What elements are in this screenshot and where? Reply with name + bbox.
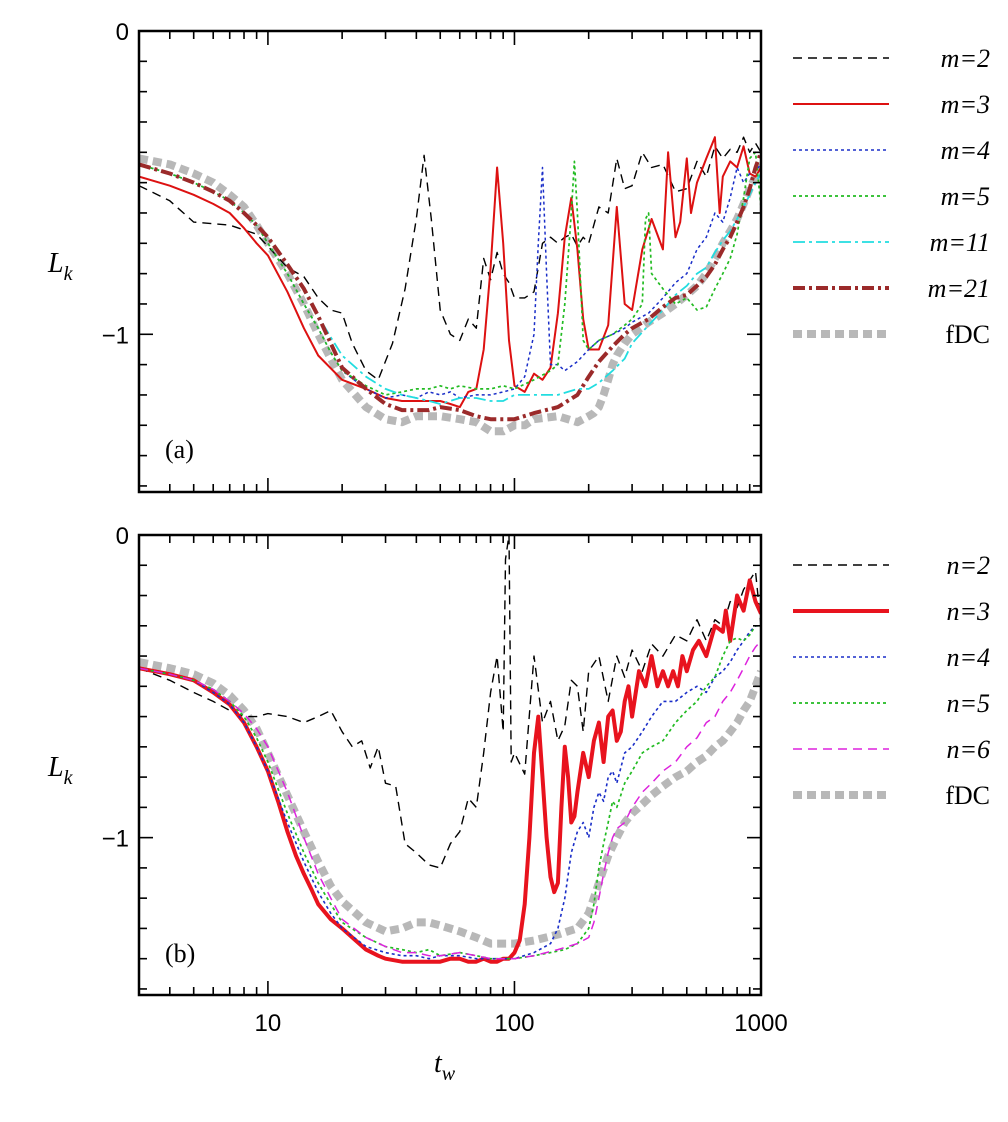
panel-a-series-m21 xyxy=(139,151,761,422)
panel-b-xtick-label: 10 xyxy=(255,1010,282,1037)
panel-a-series-m5 xyxy=(139,151,761,396)
panel-b-series-n2 xyxy=(139,535,761,869)
panel-b-xtick-label: 100 xyxy=(494,1010,534,1037)
panel-b-xtick-label: 1000 xyxy=(734,1010,787,1037)
legend-label-a-m3: m=3 xyxy=(941,90,990,119)
panel-b-series-n3 xyxy=(139,578,761,964)
panel-b-series-n5 xyxy=(139,624,761,960)
panel-a-ticks: 0 −1 xyxy=(102,19,762,492)
panel-a-series-fDC xyxy=(139,154,761,436)
panel-b-series-n6 xyxy=(139,640,761,960)
legend-label-b-n6: n=6 xyxy=(946,735,990,764)
panel-a-ylabel: Lk xyxy=(47,248,74,285)
panel-a-frame xyxy=(137,29,763,494)
panel-a-ytick-label: −1 xyxy=(102,322,129,349)
panel-b-ylabel-base: L xyxy=(47,752,64,783)
panel-b-ytick-label: −1 xyxy=(102,826,129,853)
panel-b-series-n4 xyxy=(139,624,761,960)
panel-a-series-m4 xyxy=(139,163,761,399)
x-axis-label: tw xyxy=(434,1048,456,1085)
panel-b: 0 −1 10 100 1000 Lk (b) n=2 n=3 n=4 n=5 n=6 fDC t… xyxy=(47,523,990,1085)
legend-label-b-n5: n=5 xyxy=(946,689,990,718)
legend-label-a-m4: m=4 xyxy=(941,136,990,165)
legend-label-b-fDC: fDC xyxy=(945,781,990,810)
panel-a-ylabel-base: L xyxy=(47,248,64,279)
panel-a: 0 −1 Lk (a) m=2 m=3 m=4 m=5 m=11 m=21 fDC xyxy=(47,19,990,494)
panel-a-series-m3 xyxy=(139,136,761,409)
panel-a-series-m2 xyxy=(139,136,761,381)
panel-a-label: (a) xyxy=(165,435,194,464)
legend-label-a-m5: m=5 xyxy=(941,182,990,211)
panel-a-series xyxy=(139,136,761,436)
panel-b-ytick-label: 0 xyxy=(116,523,129,550)
legend-label-a-m11: m=11 xyxy=(930,228,990,257)
legend-label-a-m2: m=2 xyxy=(941,44,990,73)
legend-label-a-fDC: fDC xyxy=(945,320,990,349)
legend-label-b-n2: n=2 xyxy=(946,551,990,580)
legend-label-a-m21: m=21 xyxy=(928,274,990,303)
panel-b-ylabel: Lk xyxy=(47,752,74,789)
panel-b-label: (b) xyxy=(165,939,195,968)
panel-b-frame xyxy=(137,533,763,997)
x-axis-label-base: t xyxy=(434,1048,443,1079)
panel-a-ytick-label: 0 xyxy=(116,19,129,46)
panel-b-ticks: 0 −1 10 100 1000 xyxy=(102,523,788,1037)
panel-b-legend: n=2 n=3 n=4 n=5 n=6 fDC xyxy=(793,551,990,810)
legend-label-b-n4: n=4 xyxy=(946,643,990,672)
panel-a-legend: m=2 m=3 m=4 m=5 m=11 m=21 fDC xyxy=(793,44,990,349)
panel-a-ylabel-sub: k xyxy=(64,263,74,285)
panel-b-ylabel-sub: k xyxy=(64,767,74,789)
panel-b-series xyxy=(139,535,761,964)
x-axis-label-sub: w xyxy=(442,1063,456,1085)
legend-label-b-n3: n=3 xyxy=(946,597,990,626)
